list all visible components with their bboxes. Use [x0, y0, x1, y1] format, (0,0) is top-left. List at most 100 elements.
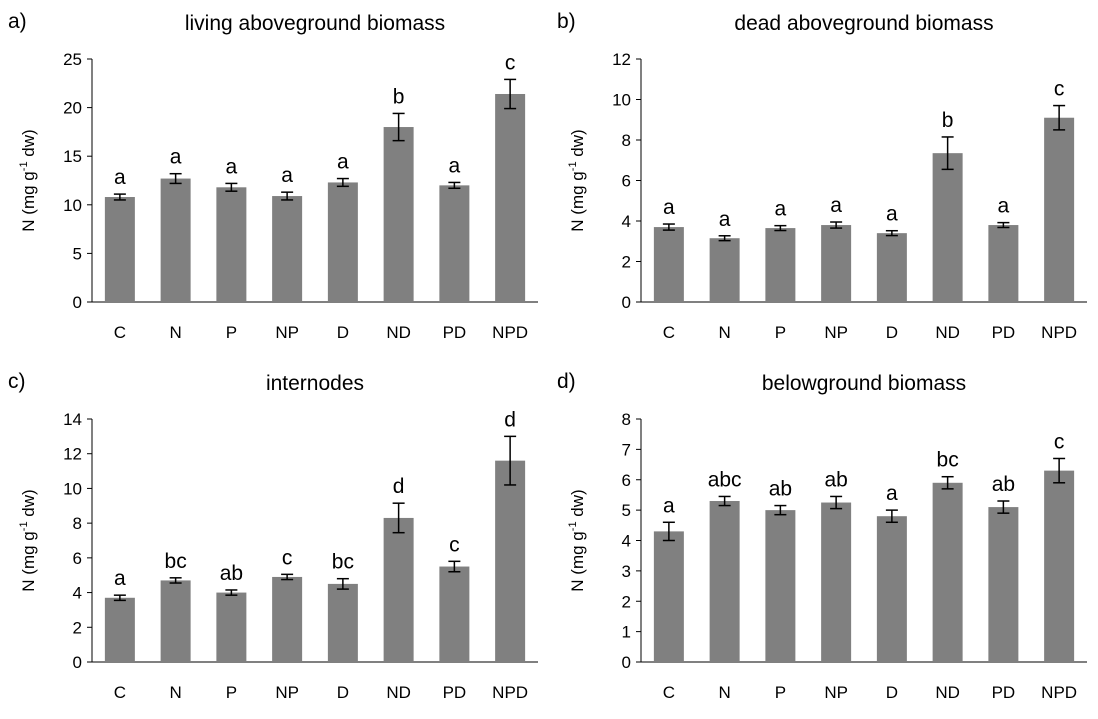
bar-d [876, 516, 907, 662]
error-bar [448, 181, 461, 190]
y-tick-label: 12 [63, 445, 82, 464]
x-tick-label: C [663, 323, 675, 342]
error-bar [281, 573, 294, 581]
chart-svg: b) dead aboveground biomass N (mg g-1 dw) 0… [557, 10, 1087, 342]
chart-title: dead aboveground biomass [734, 12, 993, 35]
bar-p [765, 510, 796, 662]
significance-letter: a [114, 567, 126, 590]
significance-letter: a [281, 164, 293, 187]
bar-nd [383, 127, 414, 302]
bar-nd [383, 517, 414, 662]
error-bar [1053, 104, 1066, 131]
x-tick-label: ND [386, 683, 411, 702]
chart-title: living aboveground biomass [185, 12, 445, 35]
y-tick-label: 10 [612, 91, 631, 110]
x-tick-label: PD [443, 683, 467, 702]
significance-letter: a [886, 482, 898, 505]
significance-letter: c [282, 546, 293, 569]
bar-npd [1044, 470, 1075, 662]
y-tick-label: 4 [622, 212, 631, 231]
x-tick-label: NP [275, 683, 299, 702]
significance-letter: a [226, 155, 238, 178]
error-bar [830, 221, 843, 229]
x-tick-label: PD [992, 683, 1016, 702]
chart-title: internodes [266, 372, 364, 395]
error-bar [504, 78, 517, 110]
significance-letter: ab [769, 478, 792, 501]
panel-label: c) [8, 370, 26, 393]
bar-npd [495, 460, 526, 662]
y-tick-label: 2 [622, 253, 631, 272]
bar-npd [495, 93, 526, 302]
significance-letter: bc [937, 449, 959, 472]
x-tick-label: N [718, 323, 730, 342]
x-tick-label: P [226, 323, 237, 342]
significance-letter: b [393, 85, 405, 108]
error-bar [941, 475, 954, 490]
panel-label: b) [557, 10, 576, 33]
significance-letter: abc [708, 468, 742, 491]
error-bar [336, 177, 349, 188]
x-tick-label: D [886, 683, 898, 702]
y-tick-label: 8 [73, 514, 82, 533]
error-bar [504, 435, 517, 486]
x-tick-label: ND [935, 683, 960, 702]
y-axis-label: N (mg g-1 dw) [18, 489, 38, 591]
error-bar [941, 136, 954, 171]
significance-letter: a [663, 494, 675, 517]
x-tick-label: P [775, 323, 786, 342]
bar-p [765, 228, 796, 302]
x-tick-label: C [663, 683, 675, 702]
significance-letter: d [504, 408, 516, 431]
bar-nd [932, 482, 963, 662]
y-tick-label: 3 [622, 562, 631, 581]
significance-letter: c [505, 51, 516, 74]
x-tick-label: P [226, 683, 237, 702]
bar-pd [988, 507, 1019, 662]
significance-letter: a [114, 166, 126, 189]
chart-panel-d: d) belowground biomass N (mg g-1 dw) 0 1 2 3 4 5… [549, 360, 1098, 719]
error-bar [662, 223, 675, 231]
significance-letter: d [393, 475, 405, 498]
bar-npd [1044, 117, 1075, 302]
significance-letter: ab [824, 468, 847, 491]
y-tick-label: 20 [63, 99, 82, 118]
error-bar [225, 589, 238, 596]
panel-label: a) [8, 10, 27, 33]
y-tick-label: 6 [622, 471, 631, 490]
error-bar [885, 509, 898, 524]
bar-d [876, 233, 907, 302]
y-tick-label: 6 [622, 172, 631, 191]
bar-np [272, 576, 303, 662]
y-tick-label: 10 [63, 196, 82, 215]
bar-d [327, 182, 358, 302]
significance-letter: a [830, 194, 842, 217]
y-tick-label: 2 [622, 592, 631, 611]
error-bar [997, 221, 1010, 229]
y-tick-label: 5 [622, 501, 631, 520]
y-tick-label: 25 [63, 50, 82, 69]
significance-letter: a [998, 195, 1010, 218]
y-tick-label: 0 [622, 653, 631, 672]
error-bar [336, 577, 349, 590]
chart-panel-b: b) dead aboveground biomass N (mg g-1 dw) 0… [549, 0, 1098, 359]
significance-letter: a [775, 198, 787, 221]
x-tick-label: N [169, 323, 181, 342]
error-bar [885, 229, 898, 237]
significance-letter: c [1054, 430, 1065, 453]
error-bar [830, 495, 843, 510]
y-tick-label: 0 [622, 293, 631, 312]
x-tick-label: NP [824, 323, 848, 342]
y-tick-label: 1 [622, 623, 631, 642]
bar-c [653, 227, 684, 302]
bar-nd [932, 153, 963, 302]
chart-panel-a: a) living aboveground biomass N (mg g-1 dw… [0, 0, 549, 359]
bar-c [104, 597, 135, 662]
y-tick-label: 4 [73, 584, 82, 603]
bar-pd [988, 225, 1019, 302]
chart-title: belowground biomass [762, 372, 966, 395]
bar-pd [439, 566, 470, 662]
chart-svg: a) living aboveground biomass N (mg g-1 dw… [8, 10, 538, 342]
y-tick-label: 12 [612, 50, 631, 69]
